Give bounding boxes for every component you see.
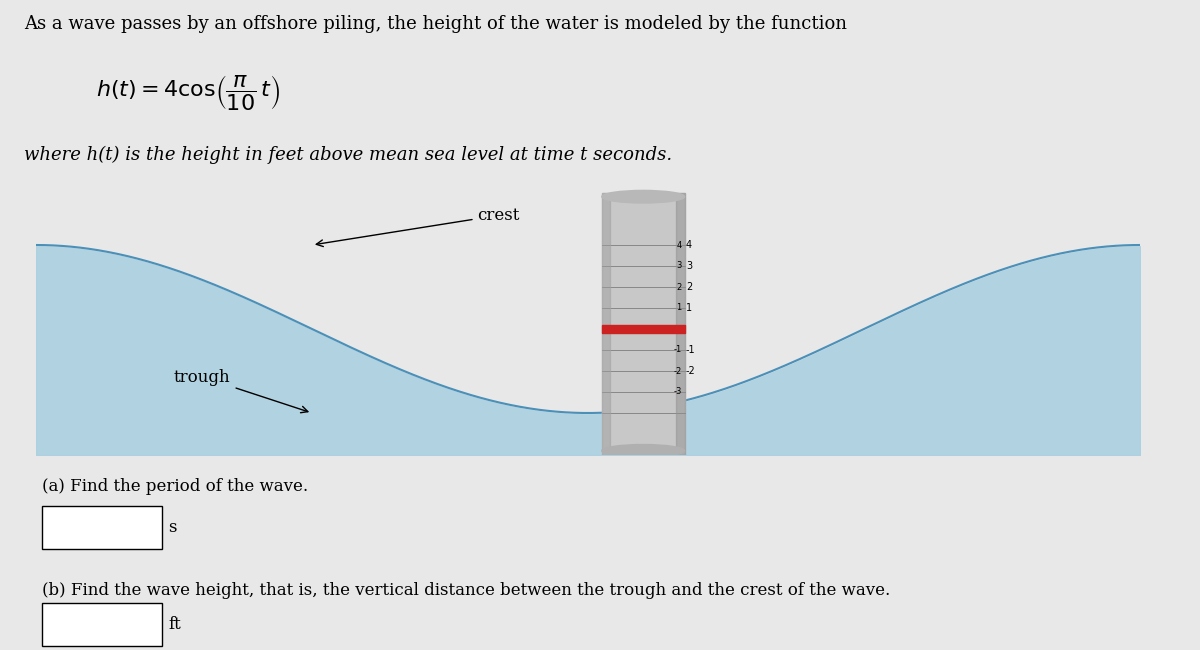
Bar [677, 192, 684, 455]
Text: -3: -3 [673, 387, 682, 396]
Text: ft: ft [168, 616, 181, 633]
Text: trough: trough [174, 369, 308, 413]
Text: where h(t) is the height in feet above mean sea level at time t seconds.: where h(t) is the height in feet above m… [24, 146, 672, 164]
Text: $h(t) = 4 \cos\!\left(\dfrac{\pi}{10}\,t\right)$: $h(t) = 4 \cos\!\left(\dfrac{\pi}{10}\,t… [96, 73, 281, 112]
Text: 3: 3 [677, 261, 682, 270]
Text: As a wave passes by an offshore piling, the height of the water is modeled by th: As a wave passes by an offshore piling, … [24, 14, 847, 32]
FancyBboxPatch shape [42, 506, 162, 549]
Bar [602, 192, 685, 455]
Text: 2: 2 [686, 282, 692, 292]
Text: 4: 4 [686, 240, 692, 250]
Text: 4: 4 [677, 240, 682, 250]
FancyBboxPatch shape [42, 603, 162, 646]
Bar [602, 325, 685, 333]
Text: 1: 1 [677, 304, 682, 313]
Bar [602, 192, 610, 455]
Text: (a) Find the period of the wave.: (a) Find the period of the wave. [42, 478, 308, 495]
Text: (b) Find the wave height, that is, the vertical distance between the trough and : (b) Find the wave height, that is, the v… [42, 582, 890, 599]
Text: s: s [168, 519, 176, 536]
Text: -2: -2 [686, 366, 696, 376]
Text: -1: -1 [686, 345, 696, 355]
Text: 3: 3 [686, 261, 692, 271]
Ellipse shape [602, 445, 684, 457]
Text: 1: 1 [686, 303, 692, 313]
Text: 2: 2 [677, 283, 682, 291]
Text: crest: crest [317, 207, 520, 246]
Text: -2: -2 [673, 367, 682, 376]
Text: -1: -1 [673, 346, 682, 354]
Ellipse shape [602, 190, 684, 203]
